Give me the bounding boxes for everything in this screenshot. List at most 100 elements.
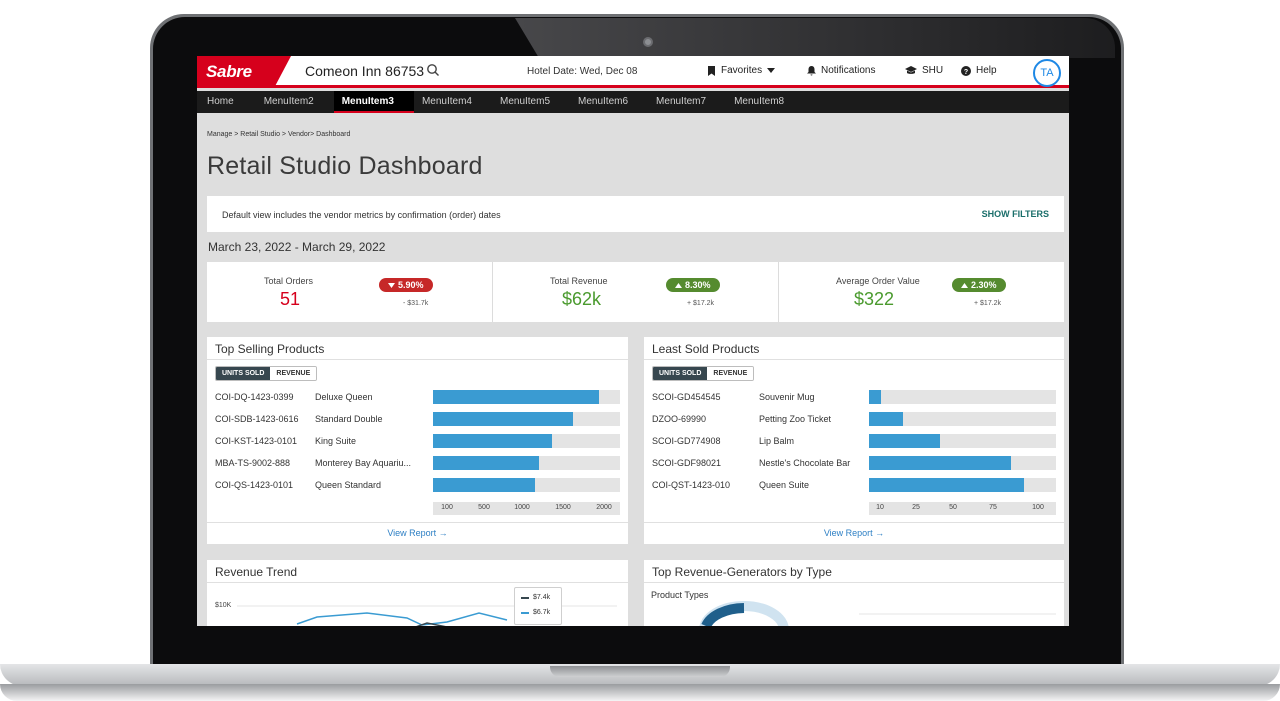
menu-item-menuitem5[interactable]: MenuItem5 — [499, 96, 551, 107]
product-code: COI-QS-1423-0101 — [215, 480, 294, 490]
bar[interactable] — [869, 412, 903, 426]
y-tick-label: $10K — [215, 602, 232, 609]
page-title: Retail Studio Dashboard — [207, 152, 483, 180]
axis-tick-label: 2000 — [596, 504, 612, 511]
card-title: Revenue Trend — [215, 565, 298, 579]
units-sold-tab[interactable]: UNITS SOLD — [216, 367, 271, 380]
kpi-badge: 2.30% — [952, 278, 1006, 292]
kpi-sub: + $17.2k — [687, 300, 715, 307]
camera-icon — [643, 37, 653, 47]
units-sold-tab[interactable]: UNITS SOLD — [653, 367, 708, 380]
shu-label: SHU — [922, 65, 944, 76]
product-code: SCOI-GD454545 — [652, 392, 721, 402]
series-line — [416, 622, 446, 626]
view-report-link[interactable]: View Report → — [387, 528, 448, 538]
bar[interactable] — [869, 478, 1024, 492]
card-title: Least Sold Products — [652, 342, 760, 356]
menu-item-home[interactable]: Home — [207, 96, 234, 107]
hotel-name[interactable]: Comeon Inn 86753 — [305, 63, 425, 79]
notifications-label: Notifications — [821, 65, 876, 76]
card-title: Top Selling Products — [215, 342, 325, 356]
axis-tick-label: 100 — [441, 504, 453, 511]
kpi-badge-text: 8.30% — [685, 280, 711, 290]
menu-item-menuitem2[interactable]: MenuItem2 — [263, 96, 314, 107]
triangle-up-icon — [961, 282, 968, 288]
product-row[interactable]: COI-QST-1423-010 Queen Suite — [652, 478, 1056, 492]
product-name: Nestle's Chocolate Bar — [759, 458, 851, 468]
bar[interactable] — [869, 390, 881, 404]
show-filters-button[interactable]: SHOW FILTERS — [981, 209, 1049, 219]
product-name: Petting Zoo Ticket — [759, 414, 832, 424]
product-code: COI-DQ-1423-0399 — [215, 392, 294, 402]
bar[interactable] — [869, 434, 940, 448]
least-sold-card: Least Sold Products UNITS SOLD REVENUE S… — [644, 337, 1064, 544]
product-name: Monterey Bay Aquariu... — [315, 458, 412, 468]
bookmark-icon — [708, 65, 715, 76]
svg-text:?: ? — [964, 69, 968, 76]
favorites-menu[interactable]: Favorites — [707, 65, 776, 76]
kpi-badge: 5.90% — [379, 278, 433, 292]
product-name: King Suite — [315, 436, 357, 446]
menu-item-menuitem3[interactable]: MenuItem3 — [333, 91, 414, 113]
view-report-link[interactable]: View Report → — [823, 528, 885, 538]
menu-item-menuitem6[interactable]: MenuItem6 — [578, 96, 629, 107]
bar[interactable] — [433, 390, 599, 404]
menu-item-menuitem4[interactable]: MenuItem4 — [421, 96, 472, 107]
graduation-cap-icon — [905, 66, 917, 74]
axis-tick-label: 10 — [876, 504, 884, 511]
product-row[interactable]: COI-KST-1423-0101 King Suite — [215, 434, 620, 448]
bar[interactable] — [433, 434, 552, 448]
bar[interactable] — [433, 456, 539, 470]
search-icon[interactable] — [426, 63, 440, 77]
sabre-logo[interactable]: Sabre — [197, 56, 291, 88]
product-row[interactable]: SCOI-GD454545 Souvenir Mug — [652, 390, 1056, 404]
bar-track — [433, 390, 620, 404]
menu-item-menuitem8[interactable]: MenuItem8 — [734, 96, 785, 107]
bar[interactable] — [433, 412, 573, 426]
revenue-trend-card: Revenue Trend $10K — [207, 560, 628, 626]
product-code: COI-SDB-1423-0616 — [215, 414, 299, 424]
product-row[interactable]: COI-QS-1423-0101 Queen Standard — [215, 478, 620, 492]
shu-menu[interactable]: SHU — [905, 65, 943, 76]
kpi-total-revenue: Total Revenue $62k 8.30% + $17.2k — [493, 262, 779, 322]
axis-tick-label: 1000 — [514, 504, 530, 511]
product-row[interactable]: COI-DQ-1423-0399 Deluxe Queen — [215, 390, 620, 404]
axis-tick-label: 75 — [989, 504, 997, 511]
product-code: SCOI-GDF98021 — [652, 458, 722, 468]
bar-track — [869, 390, 1056, 404]
menu-item-menuitem7[interactable]: MenuItem7 — [656, 96, 707, 107]
top-bar: Sabre Comeon Inn 86753 Hotel Date: Wed, … — [197, 56, 1069, 88]
bell-icon — [807, 65, 816, 75]
notifications-menu[interactable]: Notifications — [807, 65, 875, 76]
kpi-value: $322 — [854, 289, 895, 309]
product-name: Queen Suite — [759, 480, 810, 490]
product-row[interactable]: SCOI-GD774908 Lip Balm — [652, 434, 1056, 448]
divider — [207, 522, 628, 523]
kpi-average-order-value: Average Order Value $322 2.30% + $17.2k — [779, 262, 1064, 322]
bar-track — [869, 456, 1056, 470]
top-revenue-generators-card: Top Revenue-Generators by Type Product T… — [644, 560, 1064, 626]
top-selling-card: Top Selling Products UNITS SOLD REVENUE … — [207, 337, 628, 544]
product-row[interactable]: MBA-TS-9002-888 Monterey Bay Aquariu... — [215, 456, 620, 470]
divider — [644, 359, 1064, 360]
kpi-badge-text: 2.30% — [971, 280, 997, 290]
product-name: Queen Standard — [315, 480, 382, 490]
avatar[interactable]: TA — [1033, 59, 1061, 87]
bar-track — [433, 412, 620, 426]
date-range: March 23, 2022 - March 29, 2022 — [208, 240, 386, 254]
product-row[interactable]: SCOI-GDF98021 Nestle's Chocolate Bar — [652, 456, 1056, 470]
product-code: MBA-TS-9002-888 — [215, 458, 291, 468]
kpi-value: 51 — [280, 289, 301, 309]
trend-line-chart — [237, 605, 617, 626]
laptop-notch — [550, 666, 730, 677]
bar[interactable] — [433, 478, 535, 492]
help-menu[interactable]: ? Help — [961, 65, 997, 76]
revenue-tab[interactable]: REVENUE — [270, 367, 317, 380]
product-name: Deluxe Queen — [315, 392, 373, 402]
product-row[interactable]: DZOO-69990 Petting Zoo Ticket — [652, 412, 1056, 426]
product-row[interactable]: COI-SDB-1423-0616 Standard Double — [215, 412, 620, 426]
kpi-sub: - $31.7k — [403, 300, 429, 307]
kpi-row: Total Orders 51 5.90% - $31.7k Total Rev… — [207, 262, 1064, 322]
bar[interactable] — [869, 456, 1011, 470]
revenue-tab[interactable]: REVENUE — [707, 367, 754, 380]
